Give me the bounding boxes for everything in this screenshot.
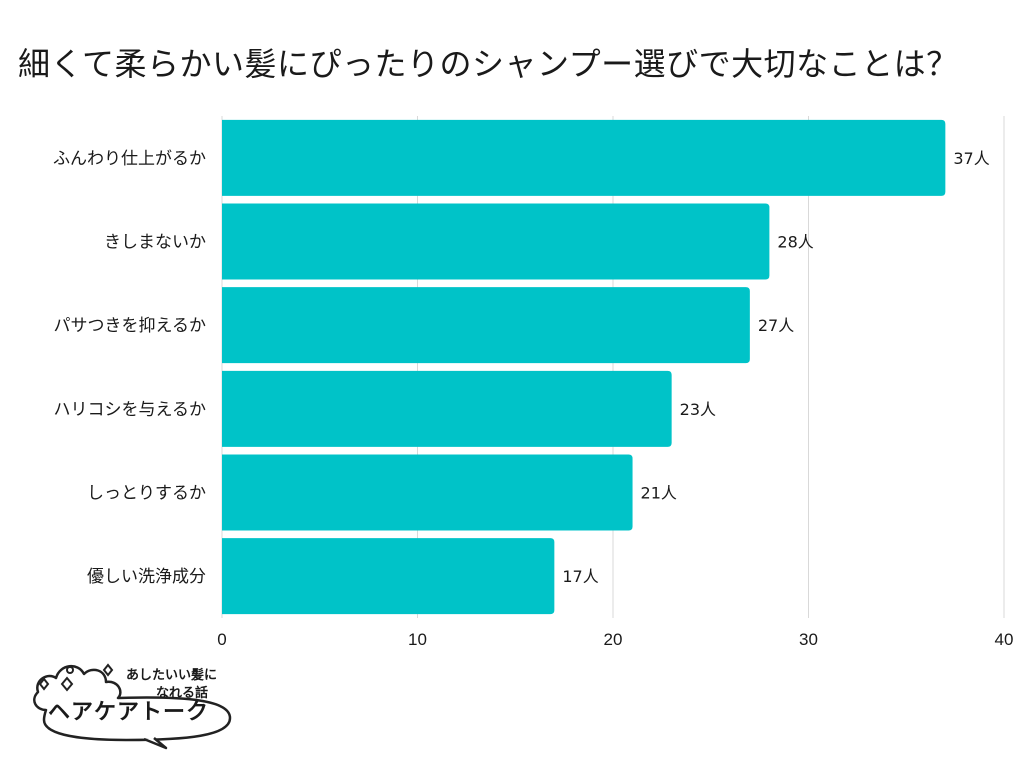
value-label: 27人: [758, 316, 794, 335]
bar: [222, 454, 633, 531]
logo-name: ヘアケアトーク: [48, 700, 210, 725]
value-label: 37人: [953, 149, 989, 168]
logo-tagline: あしたいい髪に: [126, 668, 218, 683]
x-tick-label: 40: [995, 630, 1014, 649]
x-tick-label: 30: [799, 630, 818, 649]
value-label: 23人: [680, 400, 716, 419]
category-label: 優しい洗浄成分: [87, 567, 206, 587]
bar: [222, 119, 946, 196]
logo-tagline-2: なれる話: [156, 686, 209, 701]
brand-logo: あしたいい髪に なれる話 ヘアケアトーク: [26, 656, 246, 756]
value-label: 28人: [777, 233, 813, 252]
bar: [222, 287, 750, 364]
cloud-speech-bubble-icon: [33, 663, 232, 750]
bar: [222, 370, 672, 447]
category-label: しっとりするか: [87, 484, 206, 504]
bar: [222, 203, 770, 280]
chart-title: 細くて柔らかい髪にぴったりのシャンプー選びで大切なことは？: [18, 45, 959, 83]
value-label: 21人: [641, 484, 677, 503]
bar: [222, 538, 555, 615]
value-label: 17人: [562, 567, 598, 586]
category-label: ハリコシを与えるか: [54, 400, 207, 420]
x-tick-label: 20: [604, 630, 623, 649]
category-label: ふんわり仕上がるか: [53, 149, 206, 169]
x-tick-label: 0: [217, 630, 226, 649]
category-label: パサつきを抑えるか: [54, 316, 207, 336]
x-tick-label: 10: [408, 630, 427, 649]
category-label: きしまないか: [104, 233, 206, 253]
